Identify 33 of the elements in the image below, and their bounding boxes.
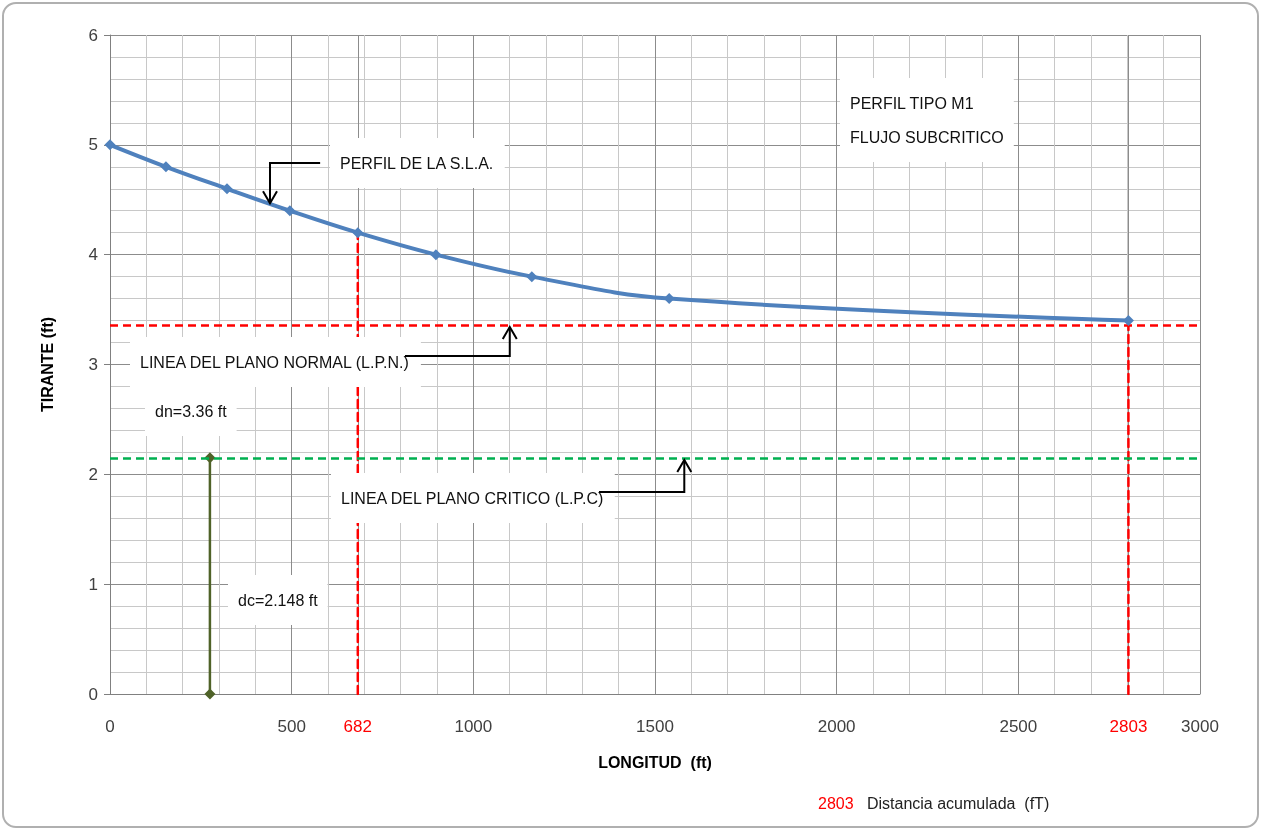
y-tick-label: 5 <box>88 135 98 155</box>
point <box>221 183 233 195</box>
annotation: LINEA DEL PLANO NORMAL (L.P.N.) <box>140 353 409 371</box>
y-tick-label: 6 <box>88 25 98 45</box>
y-axis-title: TIRANTE (ft) <box>38 316 56 413</box>
y-tick-label: 4 <box>88 245 98 265</box>
y-tick-label: 3 <box>88 355 98 374</box>
x-tick-label: 0 <box>105 717 115 736</box>
y-tick-label: 1 <box>88 574 98 594</box>
text: 2803 Distancia acumulada (fT) <box>818 794 1050 812</box>
point <box>104 139 116 151</box>
x-tick-label: 682 <box>343 717 372 736</box>
annotation: PERFIL DE LA S.L.A. <box>340 154 494 172</box>
point <box>204 688 216 700</box>
y-tick-label: 0 <box>88 684 98 704</box>
point <box>430 249 442 261</box>
point <box>352 227 364 239</box>
x-tick-label: 2803 <box>1109 717 1148 736</box>
annotation: PERFIL TIPO M1 FLUJO SUBCRITICO <box>850 94 1004 146</box>
x-tick-label: 1000 <box>454 717 493 736</box>
point <box>526 271 538 283</box>
y-tick-label: 2 <box>88 464 98 484</box>
x-tick-label: 1500 <box>636 717 674 736</box>
annotation: LINEA DEL PLANO CRITICO (L.P.C) <box>341 489 604 507</box>
x-axis-title: LONGITUD (ft) <box>598 753 712 771</box>
annotation: dc=2.148 ft <box>238 591 319 609</box>
x-tick-label: 3000 <box>1181 717 1219 736</box>
x-tick-label: 2000 <box>817 717 856 736</box>
point <box>160 161 172 173</box>
x-tick-label: 500 <box>277 717 306 736</box>
annotation: dn=3.36 ft <box>155 402 228 420</box>
x-tick-label: 2500 <box>999 717 1038 736</box>
point <box>284 205 296 217</box>
